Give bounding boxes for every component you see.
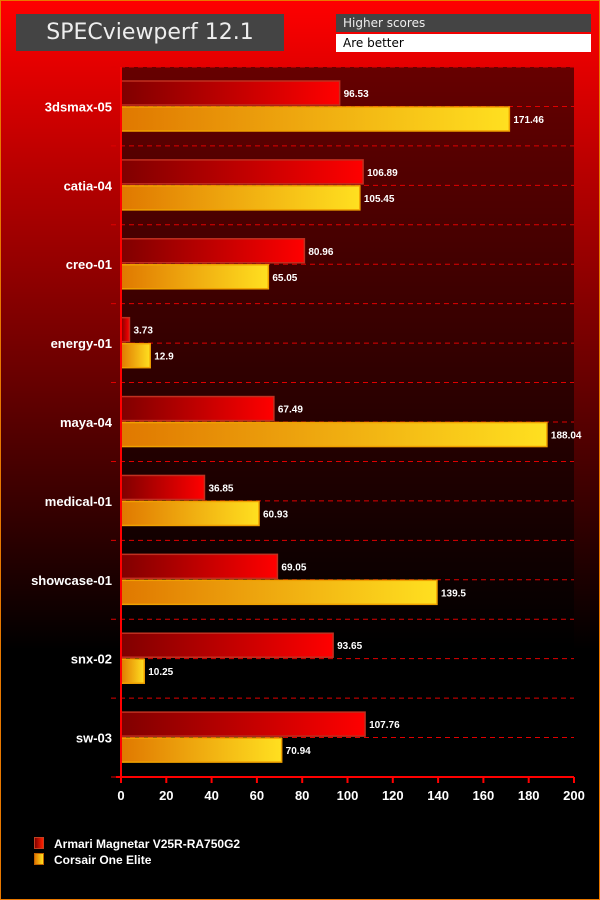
data-label: 69.05	[281, 562, 306, 573]
bar-armari	[120, 80, 341, 106]
legend-label: Corsair One Elite	[54, 853, 152, 867]
x-tick-label: 180	[518, 788, 540, 803]
data-label: 93.65	[337, 641, 362, 652]
note-higher-scores: Higher scores	[336, 14, 591, 32]
x-tick-label: 40	[204, 788, 218, 803]
x-tick-label: 80	[295, 788, 309, 803]
data-label: 96.53	[344, 89, 369, 100]
bar-armari	[120, 474, 206, 501]
x-tick-label: 0	[117, 788, 124, 803]
x-tick-label: 160	[473, 788, 495, 803]
data-label: 10.25	[148, 667, 173, 678]
data-label: 65.05	[272, 273, 297, 284]
bar-corsair	[120, 658, 145, 684]
data-label: 67.49	[278, 405, 303, 416]
bar-corsair	[120, 500, 260, 527]
data-label: 139.5	[441, 588, 466, 599]
category-label: catia-04	[64, 178, 113, 193]
x-tick-label: 200	[563, 788, 585, 803]
category-label: snx-02	[71, 652, 112, 667]
category-label: medical-01	[45, 494, 112, 509]
bar-armari	[120, 395, 275, 422]
data-label: 70.94	[286, 746, 311, 757]
bar-armari	[120, 632, 334, 658]
data-label: 107.76	[369, 720, 400, 731]
x-tick-label: 140	[427, 788, 449, 803]
data-label: 105.45	[364, 194, 395, 205]
data-label: 60.93	[263, 509, 288, 520]
bar-corsair	[120, 185, 361, 211]
data-label: 171.46	[513, 115, 544, 126]
legend-item-armari: Armari Magnetar V25R-RA750G2	[34, 837, 240, 851]
category-label: energy-01	[51, 336, 112, 351]
bar-corsair	[120, 264, 270, 290]
category-label: 3dsmax-05	[45, 99, 112, 114]
bar-armari	[120, 316, 131, 343]
data-label: 80.96	[308, 247, 333, 258]
bar-corsair	[120, 737, 283, 763]
x-tick-label: 20	[159, 788, 173, 803]
bar-armari	[120, 159, 364, 185]
category-label: creo-01	[66, 257, 112, 272]
bar-corsair	[120, 579, 438, 606]
bar-corsair	[120, 106, 511, 132]
x-tick-label: 100	[337, 788, 359, 803]
legend-label: Armari Magnetar V25R-RA750G2	[54, 837, 241, 851]
category-label: sw-03	[76, 731, 112, 746]
chart-title: SPECviewperf 12.1	[16, 14, 284, 51]
category-label: maya-04	[60, 415, 113, 430]
bar-corsair	[120, 421, 548, 448]
bar-corsair	[120, 342, 151, 369]
data-label: 188.04	[551, 431, 582, 442]
data-label: 3.73	[133, 326, 153, 337]
data-label: 36.85	[208, 483, 233, 494]
category-label: showcase-01	[31, 573, 112, 588]
bar-armari	[120, 238, 306, 264]
legend-item-corsair: Corsair One Elite	[34, 853, 151, 867]
note-are-better: Are better	[336, 34, 591, 52]
data-label: 12.9	[154, 352, 174, 363]
data-label: 106.89	[367, 168, 398, 179]
legend-swatch-yellow	[34, 853, 44, 865]
bar-armari	[120, 711, 366, 737]
bar-armari	[120, 553, 279, 580]
x-tick-label: 120	[382, 788, 404, 803]
x-tick-label: 60	[250, 788, 264, 803]
legend-swatch-red	[34, 837, 44, 849]
